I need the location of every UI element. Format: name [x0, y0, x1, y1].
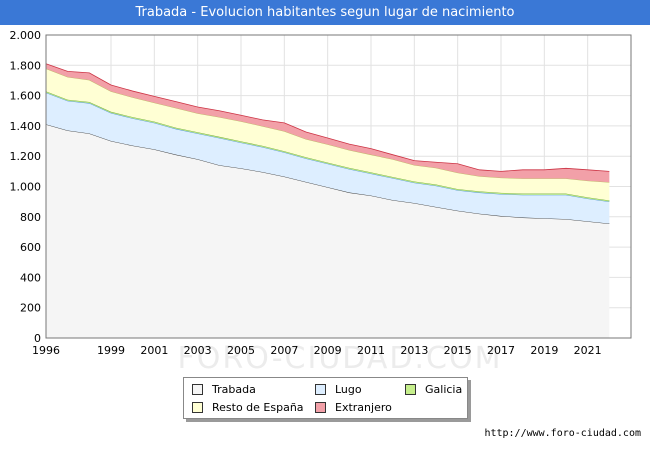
y-tick-label-2: 400 — [20, 271, 41, 284]
y-tick-label-4: 800 — [20, 211, 41, 224]
legend-swatch-extranjero — [315, 401, 326, 413]
plot-frame — [45, 34, 632, 339]
line-extranjero — [45, 63, 610, 172]
legend-item-lugo: Lugo — [315, 382, 362, 396]
y-tick-label-3: 600 — [20, 241, 41, 254]
area-resto-de-espa-a — [46, 68, 610, 201]
legend-label-lugo: Lugo — [335, 382, 362, 396]
y-tick-label-9: 1.800 — [10, 59, 42, 72]
legend-item-galicia: Galicia — [405, 382, 462, 396]
x-tick-label-4: 2005 — [227, 344, 255, 357]
legend-swatch-galicia — [405, 383, 416, 395]
legend-swatch-trabada — [192, 383, 203, 395]
legend-swatch-lugo — [315, 383, 326, 395]
legend-label-galicia: Galicia — [425, 382, 463, 396]
y-tick-label-8: 1.600 — [10, 90, 42, 103]
y-tick-label-7: 1.400 — [10, 120, 42, 133]
watermark: FORO-CIUDAD.COM — [178, 341, 503, 376]
area-trabada — [46, 124, 610, 338]
legend-item-trabada: Trabada — [192, 382, 256, 396]
legend-label-extranjero: Extranjero — [335, 400, 392, 414]
x-tick-label-12: 2021 — [574, 344, 602, 357]
legend-item-resto-espana: Resto de España — [192, 400, 304, 414]
y-tick-label-10: 2.000 — [10, 29, 42, 42]
legend-item-extranjero: Extranjero — [315, 400, 392, 414]
x-tick-label-6: 2009 — [314, 344, 342, 357]
y-tick-label-1: 200 — [20, 302, 41, 315]
x-tick-label-8: 2013 — [400, 344, 428, 357]
legend-label-trabada: Trabada — [212, 382, 256, 396]
x-tick-label-10: 2017 — [487, 344, 515, 357]
legend-label-resto-espana: Resto de España — [212, 400, 304, 414]
x-tick-label-7: 2011 — [357, 344, 385, 357]
x-tick-label-2: 2001 — [140, 344, 168, 357]
y-tick-label-0: 0 — [34, 332, 41, 345]
x-tick-label-1: 1999 — [97, 344, 125, 357]
x-tick-label-9: 2015 — [444, 344, 472, 357]
source-link[interactable]: http://www.foro-ciudad.com — [484, 428, 641, 439]
area-lugo — [46, 92, 610, 224]
x-tick-label-0: 1996 — [32, 344, 60, 357]
y-tick-label-5: 1.000 — [10, 181, 42, 194]
area-extranjero — [46, 63, 610, 183]
x-tick-label-3: 2003 — [184, 344, 212, 357]
x-tick-label-11: 2019 — [530, 344, 558, 357]
chart-title: Trabada - Evolucion habitantes segun lug… — [0, 0, 650, 25]
y-tick-label-6: 1.200 — [10, 150, 42, 163]
legend: Trabada Lugo Galicia Resto de España Ext… — [183, 377, 468, 419]
x-tick-label-5: 2007 — [270, 344, 298, 357]
legend-swatch-resto-espana — [192, 401, 203, 413]
